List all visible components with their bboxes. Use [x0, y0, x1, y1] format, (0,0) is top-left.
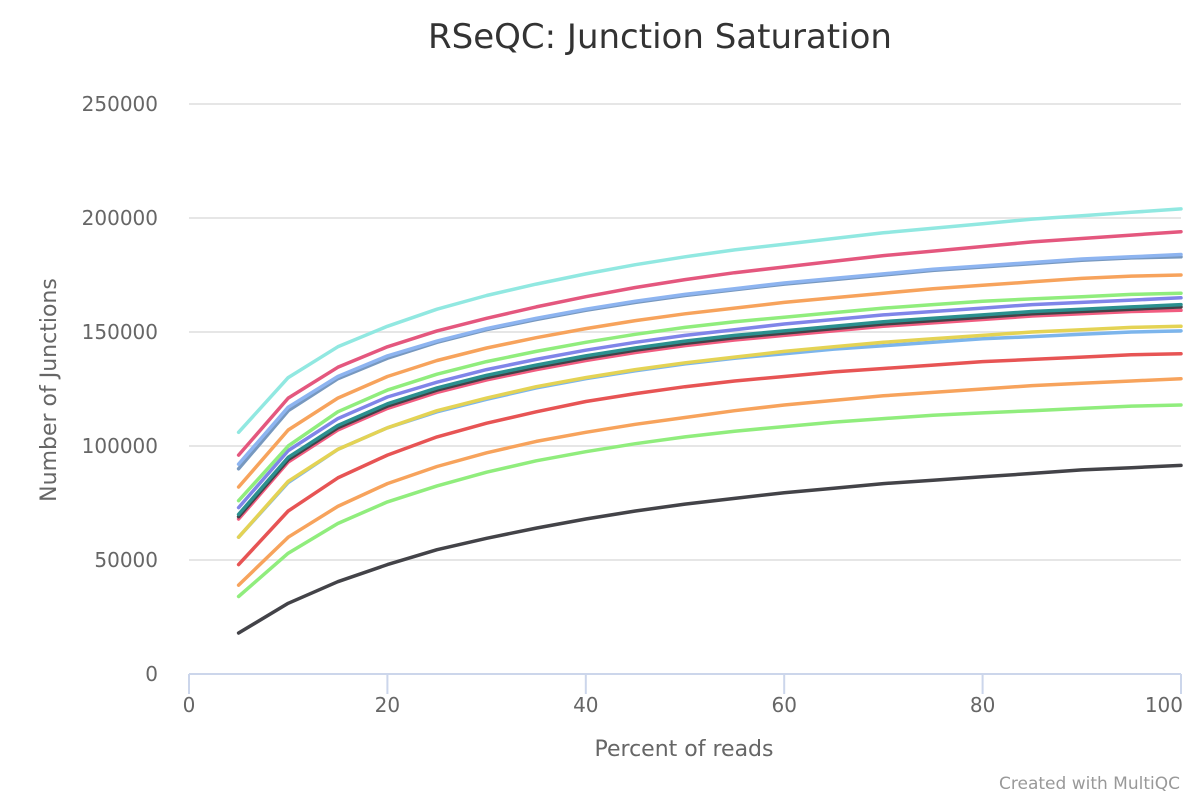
series-line[interactable]	[236, 403, 1183, 599]
series-line[interactable]	[236, 229, 1183, 457]
x-tick-label: 80	[970, 693, 995, 717]
series-line[interactable]	[236, 252, 1183, 466]
series-line[interactable]	[236, 376, 1183, 587]
series-line[interactable]	[236, 305, 1183, 519]
y-tick-label: 0	[145, 662, 158, 686]
gridlines	[189, 103, 1181, 675]
series-line[interactable]	[236, 302, 1183, 517]
series-line[interactable]	[236, 463, 1183, 635]
series-lines	[236, 207, 1183, 635]
x-tick-label: 60	[771, 693, 796, 717]
y-tick-label: 100000	[82, 434, 158, 458]
y-tick-label: 150000	[82, 320, 158, 344]
series-line[interactable]	[236, 308, 1183, 521]
x-tick-label: 100	[1145, 693, 1183, 717]
series-line[interactable]	[236, 291, 1183, 503]
x-tick-label: 40	[573, 693, 598, 717]
chart-title: RSeQC: Junction Saturation	[428, 17, 892, 57]
x-axis-ticks: 0 20 40 60 80 100	[183, 674, 1183, 717]
credit-text[interactable]: Created with MultiQC	[999, 774, 1180, 794]
y-axis-title: Number of Junctions	[37, 278, 62, 502]
y-axis-ticks: 0 50000 100000 150000 200000 250000	[82, 92, 158, 686]
y-tick-label: 250000	[82, 92, 158, 116]
x-tick-label: 20	[375, 693, 400, 717]
series-line[interactable]	[236, 207, 1183, 435]
y-tick-label: 200000	[82, 206, 158, 230]
x-axis-title: Percent of reads	[595, 737, 774, 762]
y-tick-label: 50000	[94, 548, 158, 572]
series-line[interactable]	[236, 351, 1183, 567]
series-line[interactable]	[236, 273, 1183, 489]
series-line[interactable]	[236, 324, 1183, 539]
x-tick-label: 0	[183, 693, 196, 717]
series-line[interactable]	[236, 296, 1183, 510]
